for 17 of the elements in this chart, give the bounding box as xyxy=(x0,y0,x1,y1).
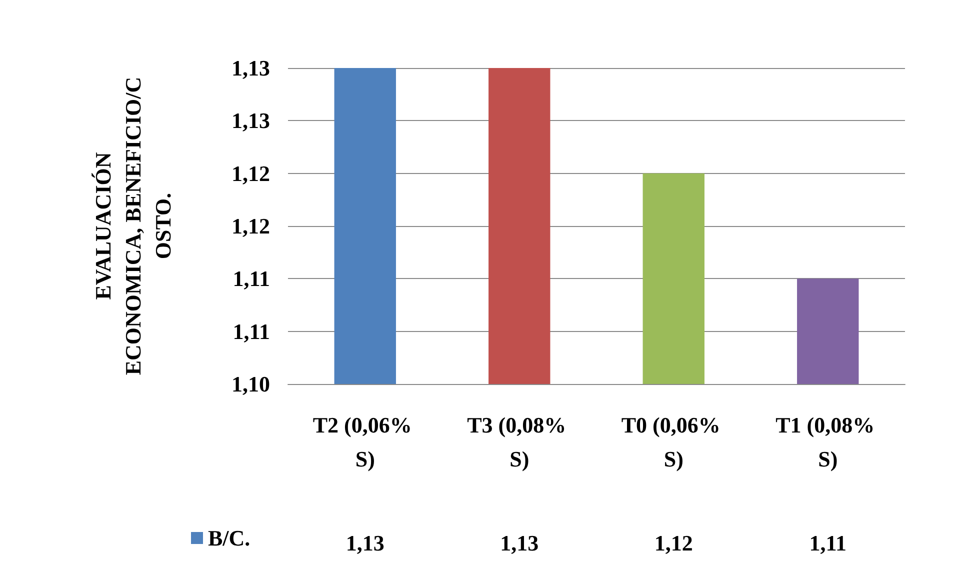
y-tick-label: 1,12 xyxy=(232,214,270,238)
y-tick-label: 1,12 xyxy=(232,160,270,186)
x-tick-label: T0 (0,06% S) xyxy=(621,412,726,472)
x-tick-label: T3 (0,08% S) xyxy=(467,412,572,472)
x-tick-label: T1 (0,08% S) xyxy=(776,412,880,472)
y-axis-title: EVALUACIÓN ECONOMICA, BENEFICIO/COSTO. xyxy=(90,76,176,376)
y-tick-label: 1,10 xyxy=(232,372,270,396)
legend-label: B/C. xyxy=(208,526,250,550)
y-tick-label: 1,13 xyxy=(232,108,270,134)
data-label: 1,11 xyxy=(809,530,847,556)
data-label: 1,13 xyxy=(346,530,384,556)
y-tick-label: 1,13 xyxy=(232,56,270,80)
data-label: 1,12 xyxy=(654,530,693,556)
data-label: 1,13 xyxy=(500,530,539,556)
y-tick-label: 1,11 xyxy=(232,266,270,292)
x-tick-label: T2 (0,06% S) xyxy=(312,412,418,472)
y-tick-label: 1,11 xyxy=(232,318,270,344)
